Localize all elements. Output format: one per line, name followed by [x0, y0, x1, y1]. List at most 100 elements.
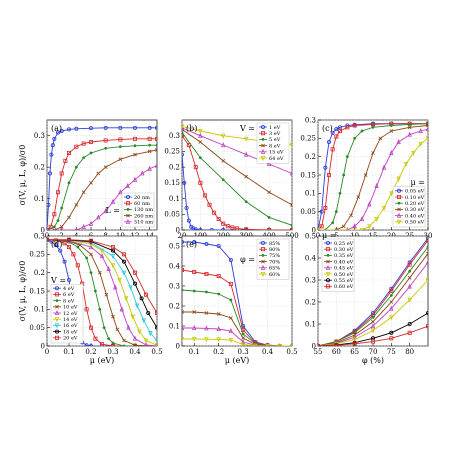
data-point — [89, 180, 93, 185]
data-point — [107, 337, 111, 341]
data-point — [123, 296, 129, 302]
x-tick-label: 0.1 — [189, 348, 200, 356]
data-point — [334, 210, 338, 214]
data-point — [67, 277, 72, 282]
data-point — [97, 270, 102, 275]
data-point — [426, 311, 428, 315]
data-point — [119, 306, 125, 312]
data-point — [381, 164, 387, 170]
legend-title: μ = — [322, 231, 336, 240]
series-line — [182, 132, 292, 226]
data-point — [106, 266, 111, 272]
y-axis-label: σ(V, μ, L, φ)/σ0 — [18, 261, 27, 322]
data-point — [216, 216, 221, 221]
data-point — [103, 125, 108, 130]
data-point — [132, 335, 138, 341]
data-point — [352, 123, 357, 128]
legend-entry: 12 eV — [63, 311, 78, 317]
data-point — [132, 270, 137, 275]
data-point — [74, 202, 79, 207]
data-point — [204, 311, 209, 315]
data-point — [389, 288, 394, 293]
y-tick-label: 0.15 — [164, 179, 180, 187]
data-point — [253, 343, 258, 346]
data-point — [193, 227, 198, 230]
data-point — [85, 256, 89, 260]
data-point — [228, 281, 233, 286]
data-point — [389, 305, 394, 311]
data-point — [75, 263, 80, 268]
legend-entry: 14 eV — [63, 317, 78, 323]
data-point — [241, 323, 246, 328]
data-point — [59, 128, 64, 133]
legend-title: φ = — [240, 255, 255, 264]
x-tick-label: 0.4 — [262, 348, 274, 356]
data-point — [396, 139, 401, 145]
data-point — [216, 337, 221, 343]
legend-entry: 8 eV — [269, 143, 281, 149]
data-point — [89, 139, 94, 144]
series-60-nm — [47, 136, 157, 230]
data-point — [186, 143, 191, 148]
data-point — [148, 143, 152, 147]
y-tick-label: 0 — [312, 342, 316, 350]
data-point — [407, 275, 412, 280]
data-point — [147, 136, 152, 141]
data-point — [191, 226, 196, 230]
data-point — [381, 205, 387, 211]
panel-label: (d) — [51, 240, 62, 249]
data-point — [228, 328, 234, 334]
series-line — [47, 239, 157, 328]
legend-marker — [125, 218, 131, 224]
y-tick-label: 0.3 — [305, 116, 316, 124]
x-tick-label: 0.4 — [129, 348, 141, 356]
data-point — [389, 191, 394, 197]
x-tick-label: 0.1 — [63, 348, 74, 356]
series-260-nm — [47, 147, 157, 230]
data-point — [115, 327, 120, 332]
data-point — [389, 300, 394, 304]
data-point — [132, 176, 138, 182]
legend-marker — [261, 143, 265, 148]
data-point — [418, 141, 423, 147]
data-point — [221, 221, 226, 226]
data-point — [121, 270, 127, 276]
legend-marker — [54, 323, 60, 329]
data-point — [367, 201, 372, 207]
data-point — [67, 244, 72, 249]
data-point — [244, 227, 249, 230]
series-510-nm — [47, 162, 157, 230]
legend-marker — [261, 253, 265, 257]
data-point — [221, 142, 226, 148]
data-point — [234, 226, 239, 230]
y-tick-label: 0.3 — [169, 132, 180, 140]
data-point — [407, 321, 412, 326]
data-point — [89, 238, 94, 243]
series-line — [47, 239, 157, 346]
data-point — [132, 281, 137, 286]
data-point — [204, 325, 209, 331]
data-point — [266, 161, 272, 167]
series-15-ev — [182, 124, 292, 176]
data-point — [146, 310, 151, 315]
legend-marker — [260, 271, 266, 277]
data-point — [353, 331, 357, 335]
y-tick-label: 0.05 — [164, 211, 180, 219]
data-point — [186, 218, 191, 223]
legend-entry: 15 eV — [269, 150, 284, 156]
data-point — [60, 227, 63, 230]
data-point — [318, 343, 320, 346]
data-point — [389, 150, 394, 156]
data-point — [345, 125, 350, 130]
series-line — [182, 129, 292, 206]
x-axis-label: μ (eV) — [90, 356, 115, 365]
data-point — [241, 336, 245, 340]
legend-entry: 20 nm — [134, 195, 150, 201]
y-tick-label: 0.2 — [34, 163, 45, 171]
x-tick-label: 0.2 — [213, 348, 224, 356]
legend-marker — [126, 213, 130, 218]
legend-entry: 16 eV — [63, 323, 78, 329]
data-point — [426, 245, 428, 249]
legend-entry: 0.35 eV — [334, 253, 354, 259]
